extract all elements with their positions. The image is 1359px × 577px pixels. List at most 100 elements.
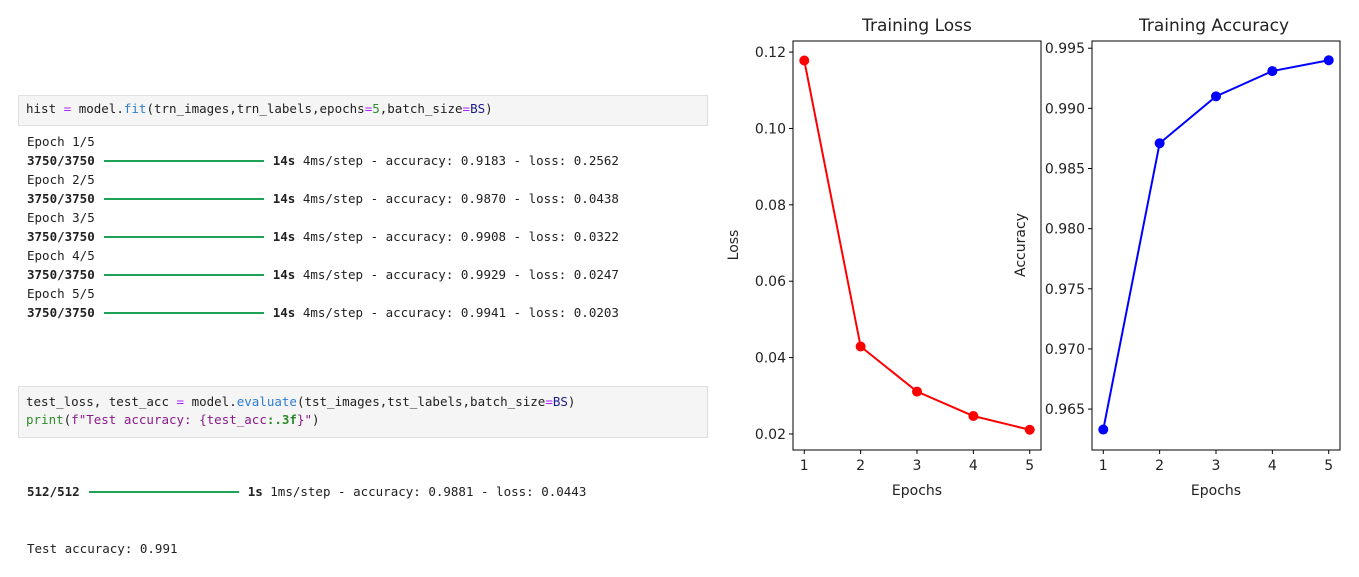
x-tick-label: 5 bbox=[1324, 458, 1333, 474]
y-tick-label: 0.06 bbox=[755, 274, 786, 290]
progress-metrics: 4ms/step - accuracy: 0.9941 - loss: 0.02… bbox=[302, 305, 619, 320]
y-tick-label: 0.10 bbox=[755, 121, 786, 137]
data-point-marker bbox=[912, 386, 922, 397]
x-tick-label: 2 bbox=[856, 458, 865, 474]
code-obj: model. bbox=[184, 394, 237, 409]
progress-metrics: 4ms/step - accuracy: 0.9870 - loss: 0.04… bbox=[302, 191, 619, 206]
progress-bar bbox=[88, 490, 239, 493]
data-point-marker bbox=[1154, 138, 1165, 149]
code-print: print bbox=[26, 412, 64, 427]
code-fstring: f"Test accuracy: { bbox=[71, 412, 207, 427]
progress-bar bbox=[103, 311, 264, 314]
loss-line bbox=[803, 60, 1030, 431]
code-lhs: test_loss, test_acc bbox=[26, 394, 177, 409]
accuracy-y-axis-label: Accuracy bbox=[1013, 213, 1029, 277]
y-tick-label: 0.990 bbox=[1045, 101, 1085, 117]
y-tick-label: 0.08 bbox=[755, 198, 786, 214]
code-format-spec: :.3f bbox=[266, 412, 297, 427]
y-tick-label: 0.965 bbox=[1045, 402, 1085, 418]
code-epochs: 5 bbox=[372, 101, 380, 116]
y-tick-label: 0.995 bbox=[1045, 41, 1085, 57]
progress-steps: 3750/3750 bbox=[27, 267, 95, 282]
code-lhs: hist bbox=[26, 101, 57, 116]
progress-time: 14s bbox=[272, 305, 296, 320]
progress-metrics: 4ms/step - accuracy: 0.9929 - loss: 0.02… bbox=[302, 267, 619, 282]
epoch-label: Epoch 4/5 bbox=[27, 248, 95, 263]
data-point-marker bbox=[968, 411, 979, 422]
y-tick-label: 0.985 bbox=[1045, 162, 1085, 178]
y-tick-label: 0.970 bbox=[1045, 342, 1085, 358]
code-args: (tst_images,tst_labels,batch_size bbox=[296, 394, 546, 409]
y-tick-label: 0.980 bbox=[1045, 222, 1085, 238]
x-tick-label: 1 bbox=[1099, 458, 1108, 474]
epoch-label: Epoch 2/5 bbox=[27, 172, 95, 187]
code-line-1: test_loss, test_acc = model.evaluate(tst… bbox=[26, 393, 700, 411]
loss-plot-area bbox=[792, 40, 1042, 451]
progress-time: 1s bbox=[247, 484, 263, 499]
code-cell-evaluate[interactable]: test_loss, test_acc = model.evaluate(tst… bbox=[18, 386, 708, 438]
code-fstring: }" bbox=[296, 412, 313, 427]
progress-bar bbox=[103, 235, 264, 238]
code-close: ) bbox=[485, 101, 493, 116]
progress-metrics: 1ms/step - accuracy: 0.9881 - loss: 0.04… bbox=[270, 484, 587, 499]
code-paren: ( bbox=[63, 412, 72, 427]
progress-line: 3750/3750 14s 4ms/step - accuracy: 0.9183… bbox=[27, 151, 619, 170]
x-tick-label: 4 bbox=[1268, 458, 1277, 474]
progress-time: 14s bbox=[272, 267, 296, 282]
accuracy-line bbox=[1102, 59, 1329, 430]
progress-steps: 3750/3750 bbox=[27, 153, 95, 168]
loss-x-axis-label: Epochs bbox=[892, 483, 942, 499]
test-accuracy-result: Test accuracy: 0.991 bbox=[27, 541, 178, 556]
code-paren: ) bbox=[312, 412, 320, 427]
code-fn: evaluate bbox=[236, 394, 297, 409]
y-tick-label: 0.12 bbox=[755, 45, 786, 61]
loss-chart-title: Training Loss bbox=[861, 16, 972, 36]
y-tick-label: 0.975 bbox=[1045, 282, 1085, 298]
code-operator: = bbox=[176, 394, 185, 409]
code-close: ) bbox=[567, 394, 576, 409]
progress-bar bbox=[103, 197, 264, 200]
code-var: test_acc bbox=[206, 412, 267, 427]
data-point-marker bbox=[799, 55, 810, 66]
code-eq: = bbox=[545, 394, 553, 409]
accuracy-chart-title: Training Accuracy bbox=[1138, 16, 1289, 36]
y-tick-label: 0.02 bbox=[755, 427, 786, 443]
y-tick-label: 0.04 bbox=[755, 351, 786, 367]
cell-output-evaluate: 512/512 1s 1ms/step - accuracy: 0.9881 - … bbox=[27, 444, 586, 577]
progress-steps: 512/512 bbox=[27, 484, 80, 499]
code-eq: = bbox=[462, 101, 471, 116]
code-bs: BS bbox=[470, 101, 486, 116]
data-point-marker bbox=[1267, 66, 1278, 77]
progress-line: 3750/3750 14s 4ms/step - accuracy: 0.9929… bbox=[27, 265, 619, 284]
code-obj: model. bbox=[78, 101, 124, 116]
code-bs: BS bbox=[552, 394, 568, 409]
x-tick-label: 1 bbox=[800, 458, 809, 474]
x-tick-label: 3 bbox=[913, 458, 922, 474]
code-operator: = bbox=[63, 101, 72, 116]
progress-time: 14s bbox=[272, 153, 296, 168]
x-tick-label: 5 bbox=[1025, 458, 1034, 474]
accuracy-x-axis-label: Epochs bbox=[1191, 483, 1241, 499]
progress-line: 3750/3750 14s 4ms/step - accuracy: 0.9908… bbox=[27, 227, 619, 246]
code-args: (trn_images,trn_labels,epochs bbox=[146, 101, 365, 116]
progress-time: 14s bbox=[272, 191, 296, 206]
progress-metrics: 4ms/step - accuracy: 0.9183 - loss: 0.25… bbox=[302, 153, 619, 168]
x-tick-label: 2 bbox=[1155, 458, 1164, 474]
cell-output-fit: Epoch 1/5 3750/3750 14s 4ms/step - accurac… bbox=[27, 132, 619, 322]
progress-line: 512/512 1s 1ms/step - accuracy: 0.9881 - … bbox=[27, 482, 586, 501]
progress-steps: 3750/3750 bbox=[27, 191, 95, 206]
loss-y-axis-label: Loss bbox=[726, 230, 742, 261]
accuracy-plot-area bbox=[1091, 40, 1341, 451]
epoch-label: Epoch 1/5 bbox=[27, 134, 95, 149]
epoch-label: Epoch 5/5 bbox=[27, 286, 95, 301]
data-point-marker bbox=[855, 341, 866, 352]
progress-metrics: 4ms/step - accuracy: 0.9908 - loss: 0.03… bbox=[302, 229, 619, 244]
code-fn: fit bbox=[123, 101, 147, 116]
x-tick-label: 4 bbox=[969, 458, 978, 474]
progress-steps: 3750/3750 bbox=[27, 229, 95, 244]
data-point-marker bbox=[1323, 55, 1334, 66]
epoch-label: Epoch 3/5 bbox=[27, 210, 95, 225]
x-tick-label: 3 bbox=[1212, 458, 1221, 474]
code-cell-fit[interactable]: hist = model.fit(trn_images,trn_labels,e… bbox=[18, 95, 708, 126]
progress-time: 14s bbox=[272, 229, 296, 244]
